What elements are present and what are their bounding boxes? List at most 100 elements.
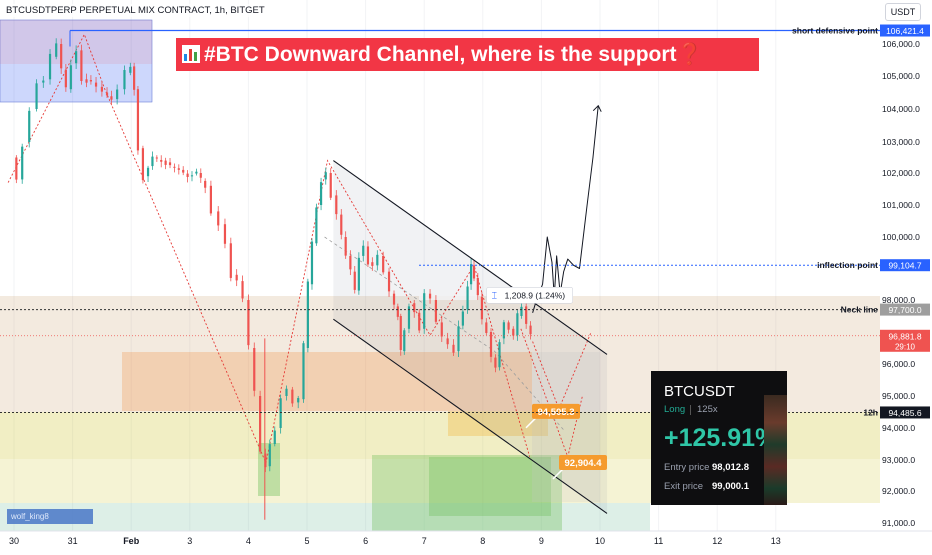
candle-body — [485, 322, 488, 333]
candle-body — [498, 342, 501, 368]
candle-body — [428, 293, 432, 299]
candle-body — [382, 255, 385, 273]
candle-body — [94, 82, 98, 87]
target-text-1: 92,904.4 — [565, 458, 603, 469]
candles — [15, 38, 532, 520]
candle-body — [466, 286, 469, 310]
green-target-zone — [372, 455, 562, 531]
candle-body — [324, 172, 327, 180]
candle-body — [155, 157, 158, 159]
candle-body — [168, 162, 172, 166]
card-players-image — [764, 395, 787, 505]
currency-button[interactable]: USDT — [885, 3, 921, 21]
symbol-title[interactable]: BTCUSDTPERP PERPETUAL MIX CONTRACT, 1h, … — [4, 4, 267, 17]
candle-body — [472, 265, 476, 279]
candle-body — [21, 146, 24, 180]
x-tick-label: 6 — [363, 536, 368, 546]
candle-body — [89, 80, 93, 82]
x-tick-label: 7 — [422, 536, 427, 546]
level-price-badge-0 — [880, 24, 930, 37]
candle-body — [141, 148, 145, 181]
candle-body — [310, 241, 314, 285]
candle-body — [489, 332, 493, 357]
target-badge-0 — [532, 403, 580, 419]
candle-body — [160, 159, 163, 162]
candle-body — [199, 173, 202, 178]
candle-body — [146, 167, 150, 177]
candle-body — [516, 313, 519, 336]
candle-body — [335, 195, 338, 215]
current-price-countdown: 29:10 — [895, 342, 916, 351]
projection-box — [532, 352, 600, 502]
current-price-badge — [880, 329, 930, 352]
candle-body — [60, 44, 63, 69]
target-pointer-1 — [552, 468, 564, 480]
candle-body — [42, 80, 45, 83]
x-tick-label: 31 — [68, 536, 78, 546]
level-price-badge-2 — [880, 303, 930, 316]
measure-icon: ⌶ — [492, 290, 497, 300]
candle-body — [259, 396, 262, 452]
x-tick-label: Feb — [123, 536, 140, 546]
headline-text: #BTC Downward Channel, where is the supp… — [204, 43, 677, 66]
candle-body — [469, 264, 473, 285]
y-tick-label: 98,000.0 — [882, 295, 915, 305]
channel-lower-line — [333, 318, 608, 514]
candle-body — [75, 51, 78, 64]
candle-body — [315, 207, 318, 244]
candle-body — [387, 271, 391, 292]
x-tick-label: 5 — [304, 536, 309, 546]
candle-body — [69, 65, 72, 90]
candle-body — [362, 245, 365, 256]
y-tick-label: 95,000.0 — [882, 391, 915, 401]
level-price-text-0: 106,421.4 — [886, 26, 924, 36]
candle-body — [217, 211, 220, 226]
candle-body — [319, 182, 323, 205]
candle-body — [366, 246, 370, 265]
level-label-1: inflection point — [817, 260, 878, 270]
candle-body — [173, 166, 176, 168]
candle-body — [371, 262, 374, 266]
candle-body — [136, 89, 140, 151]
candle-body — [529, 325, 532, 335]
candle-body — [182, 169, 185, 173]
y-tick-label: 93,000.0 — [882, 455, 915, 465]
level-price-text-3: 94,485.6 — [888, 408, 921, 418]
candle-body — [268, 444, 271, 467]
candle-body — [376, 254, 379, 266]
candle-body — [209, 185, 212, 214]
candle-body — [434, 300, 438, 322]
candle-body — [223, 224, 227, 244]
x-tick-label: 3 — [187, 536, 192, 546]
candle-body — [186, 173, 189, 177]
x-axis: 30 31 Feb 3 4 5 6 7 8 9 10 11 12 13 — [0, 530, 932, 546]
level-price-badge-1 — [880, 259, 930, 272]
candle-body — [452, 344, 455, 353]
y-tick-label: 104,000.0 — [882, 104, 920, 114]
candle-body — [241, 281, 244, 299]
level-price-text-1: 99,104.7 — [888, 261, 921, 271]
target-labels: 94,505.392,904.4 — [525, 403, 607, 480]
candle-body — [28, 110, 31, 142]
candle-body — [64, 69, 67, 88]
level-price-badge-3 — [880, 406, 930, 419]
candle-body — [329, 173, 332, 198]
candle-body — [253, 348, 256, 391]
y-tick-label: 103,000.0 — [882, 137, 920, 147]
candle-body — [133, 66, 136, 90]
card-leverage: 125x — [697, 404, 718, 415]
candle-body — [195, 171, 198, 174]
x-tick-label: 4 — [246, 536, 251, 546]
y-tick-label: 105,000.0 — [882, 71, 920, 81]
y-tick-label: 101,000.0 — [882, 200, 920, 210]
y-tick-label: 106,000.0 — [882, 39, 920, 49]
channel-lines: ⌶ 1,208.9 (1.24%) — [333, 104, 608, 514]
candle-body — [418, 312, 421, 331]
candle-body — [164, 160, 167, 165]
candle-body — [110, 96, 113, 100]
candle-body — [392, 293, 396, 305]
candle-body — [306, 281, 309, 348]
bar-chart-emoji-icon — [182, 45, 200, 63]
